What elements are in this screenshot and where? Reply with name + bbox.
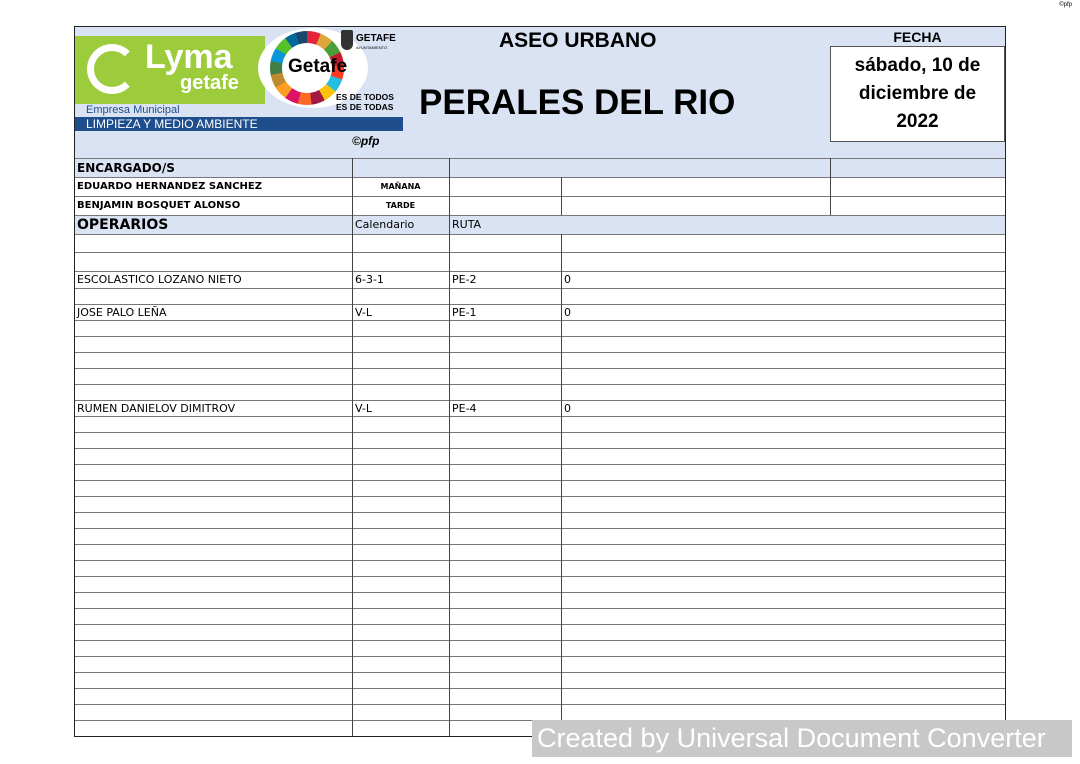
row-divider — [74, 560, 1006, 561]
encargado-turno[interactable]: TARDE — [385, 201, 416, 210]
row-divider — [74, 528, 1006, 529]
council-name: GETAFE — [356, 33, 396, 44]
column-divider — [352, 234, 353, 736]
row-divider — [74, 177, 1006, 178]
city-slogan-2: ES DE TODAS — [336, 102, 394, 112]
operario-calendario[interactable]: V-L — [355, 401, 372, 415]
row-divider — [74, 352, 1006, 353]
row-divider — [74, 640, 1006, 641]
column-divider — [561, 177, 562, 215]
corner-mark: ©pfp — [1059, 2, 1072, 8]
date-value: sábado, 10 de diciembre de 2022 — [854, 55, 981, 132]
column-divider — [561, 234, 562, 736]
row-divider — [74, 576, 1006, 577]
row-divider — [74, 416, 1006, 417]
encargado-turno[interactable]: MAÑANA — [380, 182, 421, 191]
row-divider — [74, 656, 1006, 657]
row-divider — [74, 271, 1006, 272]
sheet-border — [74, 26, 1006, 737]
logo-brand-sub: getafe — [180, 72, 239, 94]
operario-calendario[interactable]: V-L — [355, 305, 372, 319]
operario-ruta[interactable]: PE-4 — [452, 401, 477, 415]
encargados-band — [75, 158, 1005, 177]
row-divider — [74, 624, 1006, 625]
row-divider — [74, 400, 1006, 401]
zone-title: PERALES DEL RIO — [419, 83, 736, 122]
row-divider — [74, 448, 1006, 449]
row-divider — [74, 320, 1006, 321]
row-divider — [74, 544, 1006, 545]
column-divider — [449, 215, 450, 234]
row-divider — [74, 215, 1006, 216]
column-divider — [830, 158, 831, 215]
operarios-band — [75, 215, 1005, 234]
row-divider — [74, 512, 1006, 513]
operario-value[interactable]: 0 — [564, 273, 571, 286]
swirl-icon — [87, 44, 137, 94]
operarios-title[interactable]: OPERARIOS — [77, 216, 169, 233]
operario-value[interactable]: 0 — [564, 305, 571, 319]
row-divider — [74, 304, 1006, 305]
operario-calendario[interactable]: 6-3-1 — [355, 273, 384, 286]
row-divider — [74, 704, 1006, 705]
row-divider — [74, 252, 1006, 253]
logo-brand: Lyma — [145, 38, 233, 76]
lyma-logo: Lyma getafe — [75, 36, 265, 104]
operario-name[interactable]: ESCOLASTICO LOZANO NIETO — [77, 273, 242, 286]
operario-ruta[interactable]: PE-1 — [452, 305, 477, 319]
encargado-name[interactable]: BENJAMIN BOSQUET ALONSO — [77, 200, 241, 211]
operario-name[interactable]: JOSE PALO LEÑA — [77, 305, 167, 319]
row-divider — [74, 234, 1006, 235]
city-slogan-1: ES DE TODOS — [336, 92, 394, 102]
row-divider — [74, 384, 1006, 385]
row-divider — [74, 432, 1006, 433]
department-title: ASEO URBANO — [499, 29, 657, 52]
row-divider — [74, 608, 1006, 609]
row-divider — [74, 496, 1006, 497]
row-divider — [74, 336, 1006, 337]
operario-name[interactable]: RUMEN DANIELOV DIMITROV — [77, 401, 236, 415]
date-label: FECHA — [893, 29, 942, 45]
row-divider — [74, 464, 1006, 465]
row-divider — [74, 158, 1006, 159]
council-sub: AYUNTAMIENTO — [356, 45, 388, 50]
row-divider — [74, 688, 1006, 689]
encargado-name[interactable]: EDUARDO HERNANDEZ SANCHEZ — [77, 181, 263, 192]
column-divider — [352, 158, 353, 234]
column-header-ruta[interactable]: RUTA — [452, 218, 482, 231]
watermark: Created by Universal Document Converter — [532, 720, 1072, 757]
company-line-2: LIMPIEZA Y MEDIO AMBIENTE — [75, 117, 403, 131]
date-box: sábado, 10 de diciembre de 2022 — [830, 46, 1005, 142]
company-line-1: Empresa Municipal — [86, 104, 180, 116]
city-badge-text: Getafe — [288, 56, 348, 77]
row-divider — [74, 368, 1006, 369]
row-divider — [74, 592, 1006, 593]
row-divider — [74, 672, 1006, 673]
row-divider — [74, 480, 1006, 481]
column-divider — [449, 234, 450, 736]
row-divider — [74, 196, 1006, 197]
coat-of-arms-icon — [341, 30, 353, 50]
column-divider — [449, 158, 450, 215]
operario-value[interactable]: 0 — [564, 401, 571, 415]
copyright: ©pfp — [352, 134, 380, 148]
row-divider — [74, 288, 1006, 289]
operario-ruta[interactable]: PE-2 — [452, 273, 477, 286]
column-header-calendario[interactable]: Calendario — [355, 218, 415, 231]
encargados-title[interactable]: ENCARGADO/S — [77, 160, 175, 175]
